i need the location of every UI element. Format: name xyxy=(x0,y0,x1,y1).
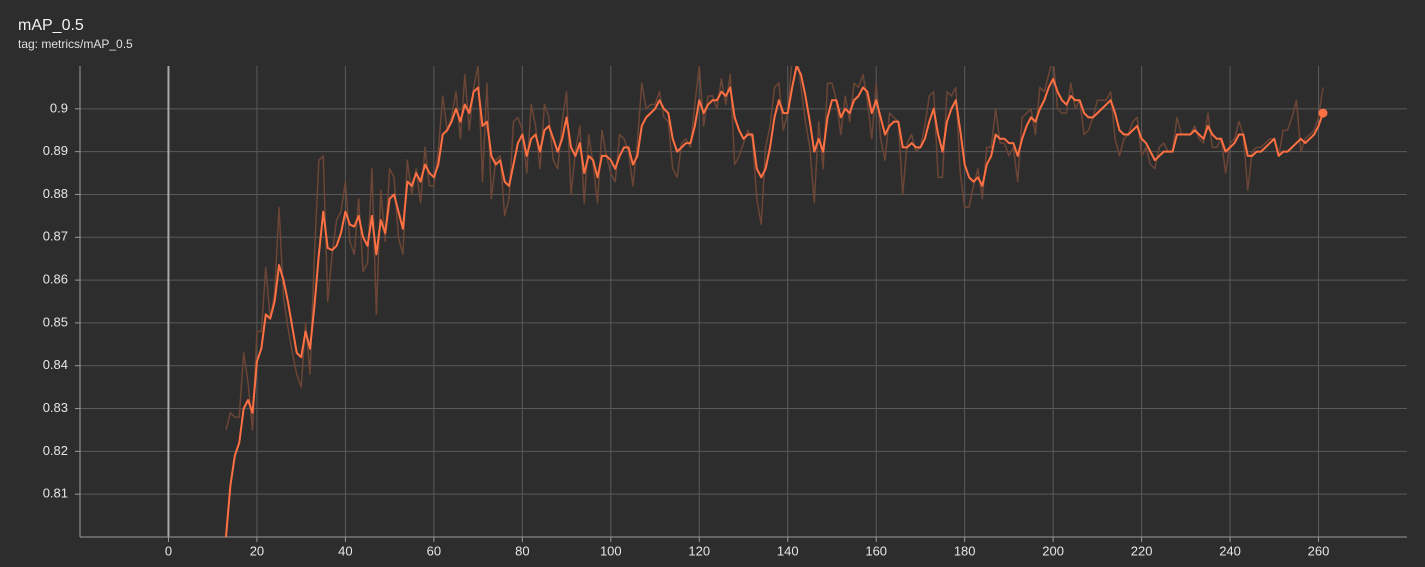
raw-line xyxy=(225,66,1324,431)
x-tick-label: 140 xyxy=(777,543,799,558)
x-tick-label: 200 xyxy=(1042,543,1064,558)
chart-subtitle: tag: metrics/mAP_0.5 xyxy=(18,37,133,51)
x-tick-label: 20 xyxy=(250,543,264,558)
y-tick-label: 0.85 xyxy=(43,314,68,329)
smoothed-line xyxy=(224,66,1324,537)
x-tick-label: 240 xyxy=(1219,543,1241,558)
y-tick-label: 0.9 xyxy=(50,100,68,115)
y-tick-label: 0.86 xyxy=(43,272,68,287)
x-tick-label: 40 xyxy=(338,543,352,558)
y-tick-label: 0.83 xyxy=(43,400,68,415)
x-tick-label: 260 xyxy=(1308,543,1330,558)
y-tick-label: 0.87 xyxy=(43,229,68,244)
y-tick-label: 0.88 xyxy=(43,186,68,201)
end-point xyxy=(1318,108,1328,118)
y-tick-label: 0.89 xyxy=(43,143,68,158)
grid xyxy=(80,66,1407,537)
chart-title: mAP_0.5 xyxy=(18,17,84,34)
x-tick-label: 220 xyxy=(1131,543,1153,558)
x-tick-label: 0 xyxy=(165,543,172,558)
y-tick-label: 0.82 xyxy=(43,443,68,458)
y-tick-label: 0.81 xyxy=(43,486,68,501)
x-tick-label: 120 xyxy=(688,543,710,558)
plot-area xyxy=(224,66,1328,537)
x-tick-label: 80 xyxy=(515,543,529,558)
x-tick-label: 180 xyxy=(954,543,976,558)
y-tick-label: 0.84 xyxy=(43,357,68,372)
x-tick-label: 60 xyxy=(427,543,441,558)
x-tick-label: 100 xyxy=(600,543,622,558)
tick-labels: 0.81 0.82 0.83 0.84 0.85 0.86 0.87 0.88 0.89 0.9 0… xyxy=(43,100,1330,558)
x-tick-label: 160 xyxy=(865,543,887,558)
